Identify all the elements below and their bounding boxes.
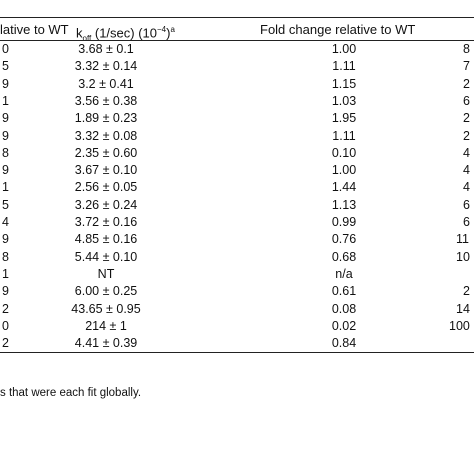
table-cell: 1.11	[332, 128, 356, 143]
table-cell: 1	[2, 180, 9, 195]
table-cell: 3.32 ± 0.14	[74, 59, 138, 74]
table-cell: 0	[2, 42, 9, 56]
header-part: k	[76, 25, 83, 41]
header-part: )	[166, 25, 171, 41]
table-cell: 11	[456, 232, 469, 247]
top-rule	[0, 17, 474, 18]
table-cell: 1.44	[331, 180, 357, 195]
table-cell: 9	[2, 128, 9, 143]
header-cell: koff (1/sec) (10−4)a	[76, 22, 175, 47]
table-cell: 2	[463, 76, 470, 91]
table-cell: 43.65 ± 0.95	[71, 301, 141, 316]
table-cell: 9	[2, 163, 9, 178]
table-cell: 8	[463, 42, 470, 56]
header-part: −4	[157, 25, 167, 34]
table-cell: 1.89 ± 0.23	[74, 111, 138, 126]
table-cell: 1	[2, 266, 9, 281]
table-cell: 5.44 ± 0.10	[74, 249, 138, 264]
table-cell: 7	[463, 59, 470, 74]
header-cell: Fold change relative to WT	[260, 22, 416, 37]
table-cell: 6	[463, 93, 470, 108]
table-cell: 1.15	[331, 76, 357, 91]
table-cell: 6	[463, 215, 470, 229]
table-cell: 2.35 ± 0.60	[74, 145, 138, 160]
table-cell: 0	[2, 318, 9, 333]
header-cell: lative to WT	[0, 22, 69, 37]
table-cell: 3.32 ± 0.08	[74, 128, 138, 143]
table-cell: 3.56 ± 0.38	[74, 93, 138, 108]
table-cell: 4	[463, 145, 470, 160]
table-cell: 1.95	[331, 111, 357, 126]
table-cell: 1.00	[331, 163, 357, 178]
table-cell: 0.61	[331, 284, 357, 299]
table-cell: 3.67 ± 0.10	[74, 163, 138, 178]
table-cell: 6	[463, 197, 470, 212]
table-cell: 2.56 ± 0.05	[74, 180, 138, 195]
table-cell: 0.99	[331, 215, 357, 229]
table-cell: 0.10	[331, 145, 357, 160]
table-cell: 2	[463, 111, 470, 126]
header-part: (1/sec) (10	[91, 25, 157, 41]
table-cell: 8	[2, 145, 9, 160]
table-cell: 9	[2, 76, 9, 91]
table-cell: 0.02	[331, 318, 357, 333]
table-cell: 6.00 ± 0.25	[74, 284, 138, 299]
header-part: off	[82, 33, 92, 43]
table-cell: n/a	[335, 266, 353, 281]
table-cell: 10	[456, 249, 470, 264]
table-cell: 214 ± 1	[85, 318, 127, 333]
table-cell: 3.2 ± 0.41	[78, 76, 134, 91]
table-cell: 3.72 ± 0.16	[74, 215, 138, 229]
table-cell: 2	[2, 301, 9, 316]
table-cell: 9	[2, 284, 9, 299]
table-cell: 4	[2, 215, 9, 229]
table-cell: 4	[463, 180, 470, 195]
table-cell: 14	[456, 301, 470, 316]
table-cell: 0.76	[331, 232, 357, 247]
table-cell: 1.11	[332, 59, 356, 74]
table-cell: 4	[463, 163, 470, 178]
header-rule	[0, 40, 474, 41]
table-cell: 0.08	[331, 301, 357, 316]
bottom-rule	[0, 352, 474, 353]
table-cell: 3.68 ± 0.1	[78, 42, 134, 56]
table-cell: 9	[2, 232, 9, 247]
table-cell: 3.26 ± 0.24	[74, 197, 138, 212]
table-cell: NT	[97, 266, 115, 281]
table-cell: 2	[2, 336, 9, 351]
table-cell: 1	[2, 93, 9, 108]
table-cell: 2	[463, 284, 470, 299]
table-cell: 9	[2, 111, 9, 126]
table-cell: 2	[463, 128, 470, 143]
table-cell: 8	[2, 249, 9, 264]
table-cell: 1.13	[331, 197, 357, 212]
table-cell: 0.68	[331, 249, 357, 264]
table-cell: 100	[449, 318, 470, 333]
footnote: s that were each fit globally.	[0, 387, 142, 399]
table-cell: 1.00	[331, 42, 357, 56]
table-cell: 4.41 ± 0.39	[74, 336, 138, 351]
header-part: a	[170, 25, 175, 34]
table-cell: 5	[2, 59, 9, 74]
table-cell: 4.85 ± 0.16	[74, 232, 138, 247]
table-cell: 5	[2, 197, 9, 212]
table-cell: 0.84	[331, 336, 357, 351]
table-cell: 1.03	[331, 93, 357, 108]
